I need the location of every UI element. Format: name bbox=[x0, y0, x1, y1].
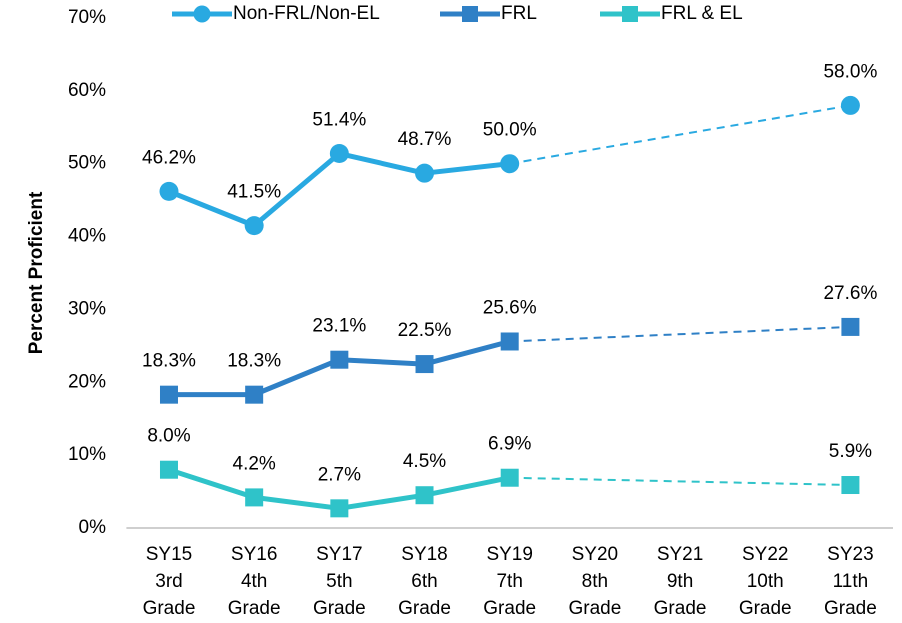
x-tick-label: Grade bbox=[398, 598, 451, 619]
x-tick-label: Grade bbox=[228, 598, 281, 619]
x-tick-label: 6th bbox=[411, 571, 437, 592]
x-tick-label: Grade bbox=[654, 598, 707, 619]
marker bbox=[841, 317, 860, 336]
y-tick-label: 30% bbox=[68, 298, 106, 319]
marker bbox=[500, 154, 520, 174]
legend-marker bbox=[462, 6, 478, 22]
x-tick-label: SY15 bbox=[146, 544, 192, 565]
marker bbox=[500, 468, 519, 487]
data-label: 51.4% bbox=[312, 110, 366, 131]
x-tick-label: SY17 bbox=[316, 544, 362, 565]
x-tick-label: SY21 bbox=[657, 544, 703, 565]
legend-marker bbox=[622, 6, 638, 22]
x-tick-label: 8th bbox=[582, 571, 608, 592]
x-tick-label: Grade bbox=[824, 598, 877, 619]
x-tick-label: SY18 bbox=[401, 544, 447, 565]
series-line bbox=[168, 151, 510, 229]
marker bbox=[159, 385, 178, 404]
x-tick-label: 11th bbox=[833, 571, 869, 592]
data-label: 58.0% bbox=[823, 61, 877, 82]
marker bbox=[415, 163, 435, 183]
marker bbox=[841, 476, 860, 495]
legend-label: Non-FRL/Non-EL bbox=[233, 3, 380, 24]
legend-marker bbox=[193, 5, 211, 23]
data-label: 41.5% bbox=[227, 182, 281, 203]
data-label: 5.9% bbox=[829, 441, 872, 462]
marker bbox=[500, 332, 519, 351]
data-label: 18.3% bbox=[227, 351, 281, 372]
x-tick-label: Grade bbox=[568, 598, 621, 619]
x-tick-label: SY20 bbox=[572, 544, 618, 565]
x-tick-label: SY16 bbox=[231, 544, 277, 565]
y-tick-label: 20% bbox=[68, 371, 106, 392]
x-tick-label: SY23 bbox=[827, 544, 873, 565]
data-label: 46.2% bbox=[142, 147, 196, 168]
data-label: 8.0% bbox=[147, 426, 190, 447]
x-tick-label: Grade bbox=[483, 598, 536, 619]
y-tick-label: 0% bbox=[79, 517, 107, 538]
y-tick-label: 60% bbox=[68, 80, 106, 101]
marker bbox=[330, 499, 349, 518]
data-label: 48.7% bbox=[398, 129, 452, 150]
data-label: 4.5% bbox=[403, 451, 446, 472]
y-tick-label: 40% bbox=[68, 226, 106, 247]
data-label: 22.5% bbox=[398, 320, 452, 341]
y-tick-label: 10% bbox=[68, 444, 106, 465]
marker bbox=[330, 350, 349, 369]
gap-connector bbox=[509, 476, 851, 487]
gap-connector bbox=[509, 325, 851, 343]
data-label: 25.6% bbox=[483, 298, 537, 319]
x-tick-label: Grade bbox=[313, 598, 366, 619]
data-label: 50.0% bbox=[483, 120, 537, 141]
marker bbox=[159, 460, 178, 479]
x-tick-label: Grade bbox=[143, 598, 196, 619]
x-tick-label: SY22 bbox=[742, 544, 788, 565]
x-tick-label: 7th bbox=[496, 571, 522, 592]
x-tick-label: 5th bbox=[326, 571, 352, 592]
x-tick-label: 3rd bbox=[155, 571, 182, 592]
marker bbox=[329, 144, 349, 164]
y-axis-title: Percent Proficient bbox=[26, 191, 47, 354]
marker bbox=[244, 216, 264, 236]
legend-label: FRL bbox=[501, 3, 537, 24]
y-tick-label: 70% bbox=[68, 7, 106, 28]
data-label: 2.7% bbox=[318, 464, 361, 485]
data-label: 27.6% bbox=[823, 283, 877, 304]
marker bbox=[415, 355, 434, 374]
data-label: 23.1% bbox=[312, 316, 366, 337]
x-tick-label: SY19 bbox=[486, 544, 532, 565]
x-tick-label: 9th bbox=[667, 571, 693, 592]
x-tick-label: 4th bbox=[241, 571, 267, 592]
marker bbox=[840, 95, 860, 115]
x-tick-label: Grade bbox=[739, 598, 792, 619]
legend-label: FRL & EL bbox=[661, 3, 743, 24]
gap-connector bbox=[509, 104, 851, 165]
marker bbox=[245, 488, 264, 507]
marker bbox=[245, 385, 264, 404]
data-label: 18.3% bbox=[142, 351, 196, 372]
data-label: 6.9% bbox=[488, 434, 531, 455]
x-tick-label: 10th bbox=[747, 571, 784, 592]
marker bbox=[159, 181, 179, 201]
marker bbox=[415, 486, 434, 505]
data-label: 4.2% bbox=[233, 453, 276, 474]
y-tick-label: 50% bbox=[68, 153, 106, 174]
